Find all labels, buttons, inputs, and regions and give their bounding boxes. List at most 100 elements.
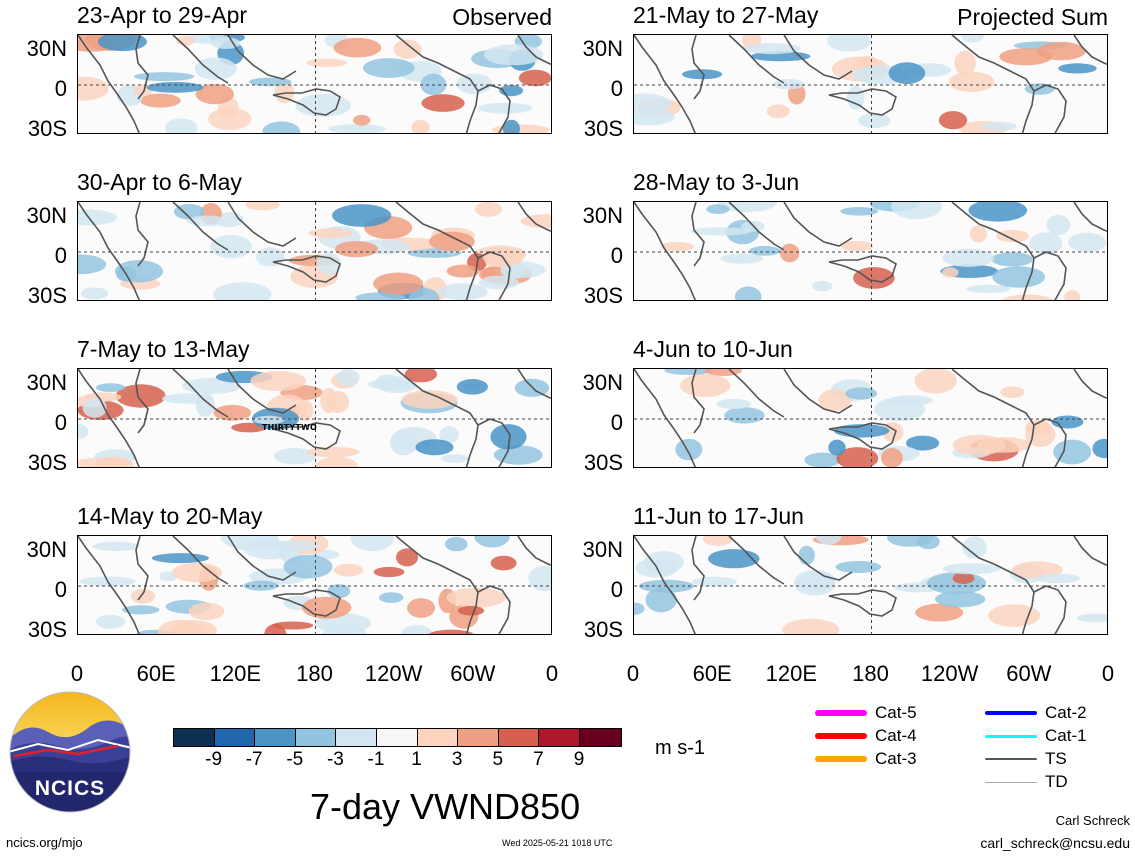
anomaly-contour bbox=[115, 384, 166, 408]
coastline bbox=[227, 369, 297, 414]
anomaly-contour bbox=[194, 57, 237, 80]
anomaly-contour bbox=[134, 72, 195, 82]
anomaly-map bbox=[633, 535, 1108, 635]
longitude-label: 120W bbox=[364, 661, 423, 686]
anomaly-contour bbox=[881, 448, 903, 467]
legend-swatch bbox=[815, 710, 867, 716]
colorbar-tick: -1 bbox=[367, 749, 385, 770]
latitude-label: 0 bbox=[610, 243, 623, 268]
map-canvas bbox=[634, 202, 1107, 300]
anomaly-contour bbox=[858, 113, 891, 128]
latitude-label: 30S bbox=[583, 450, 623, 475]
colorbar-swatch bbox=[579, 729, 621, 746]
coastline bbox=[78, 369, 141, 467]
latitude-label: 0 bbox=[54, 410, 67, 435]
coastline bbox=[395, 202, 479, 300]
longitude-label: 120W bbox=[920, 661, 979, 686]
anomaly-contour bbox=[818, 389, 852, 411]
coastline bbox=[272, 88, 341, 116]
anomaly-contour bbox=[991, 252, 1034, 267]
anomaly-map bbox=[633, 201, 1108, 301]
colorbar-swatch bbox=[214, 729, 256, 746]
latitude-label: 0 bbox=[54, 76, 67, 101]
latitude-label: 30N bbox=[582, 537, 623, 562]
coastline bbox=[227, 536, 297, 581]
coastline bbox=[1073, 536, 1107, 567]
anomaly-contour bbox=[78, 76, 109, 101]
anomaly-contour bbox=[130, 588, 156, 604]
anomaly-contour bbox=[954, 50, 976, 76]
anomaly-map bbox=[77, 34, 552, 134]
coastline bbox=[634, 202, 697, 300]
anomaly-contour bbox=[373, 272, 423, 295]
anomaly-contour bbox=[977, 437, 1031, 453]
coastline bbox=[78, 202, 141, 300]
anomaly-contour bbox=[664, 369, 713, 375]
anomaly-contour bbox=[332, 204, 392, 227]
anomaly-contour bbox=[78, 423, 89, 439]
anomaly-map: THIRTYTWO bbox=[77, 368, 552, 468]
anomaly-contour bbox=[720, 253, 764, 264]
latitude-label: 0 bbox=[610, 76, 623, 101]
coastline bbox=[517, 202, 551, 233]
anomaly-contour bbox=[273, 448, 316, 465]
anomaly-contour bbox=[887, 536, 934, 547]
coastline bbox=[395, 369, 479, 467]
legend-item: Cat-4 bbox=[815, 726, 917, 746]
map-canvas bbox=[634, 369, 1107, 467]
anomaly-contour bbox=[1035, 573, 1080, 584]
colorbar-tick: 7 bbox=[533, 749, 544, 770]
map-canvas bbox=[634, 35, 1107, 133]
anomaly-contour bbox=[271, 621, 314, 630]
coastline bbox=[634, 369, 697, 467]
anomaly-contour bbox=[213, 282, 272, 300]
map-canvas bbox=[78, 35, 551, 133]
anomaly-contour bbox=[457, 605, 485, 616]
anomaly-contour bbox=[401, 625, 433, 634]
coastline bbox=[517, 536, 551, 567]
anomaly-contour bbox=[906, 435, 940, 451]
anomaly-contour bbox=[780, 243, 800, 263]
latitude-label: 30N bbox=[582, 203, 623, 228]
anomaly-contour bbox=[634, 602, 645, 615]
anomaly-contour bbox=[941, 267, 959, 278]
anomaly-contour bbox=[248, 77, 292, 87]
coastline bbox=[828, 255, 897, 283]
figure-title: 7-day VWND850 bbox=[310, 786, 581, 827]
anomaly-contour bbox=[706, 204, 730, 214]
anomaly-map bbox=[633, 368, 1108, 468]
anomaly-contour bbox=[92, 541, 140, 551]
anomaly-contour bbox=[173, 204, 205, 220]
anomaly-contour bbox=[407, 598, 436, 618]
anomaly-contour bbox=[213, 404, 252, 421]
coastline bbox=[728, 202, 785, 251]
anomaly-contour bbox=[328, 124, 387, 133]
coastline bbox=[395, 536, 479, 634]
latitude-label: 30N bbox=[26, 36, 67, 61]
anomaly-contour bbox=[968, 202, 1028, 222]
longitude-label: 0 bbox=[545, 661, 559, 686]
panel-title: 30-Apr to 6-May bbox=[77, 169, 242, 195]
anomaly-contour bbox=[835, 561, 882, 573]
anomaly-contour bbox=[634, 93, 672, 114]
anomaly-contour bbox=[353, 114, 371, 126]
anomaly-contour bbox=[1046, 214, 1071, 235]
anomaly-contour bbox=[272, 540, 319, 551]
anomaly-contour bbox=[429, 231, 475, 252]
latitude-label: 0 bbox=[54, 243, 67, 268]
anomaly-contour bbox=[969, 225, 987, 243]
anomaly-contour bbox=[306, 58, 348, 67]
longitude-label: 0 bbox=[626, 661, 640, 686]
legend-swatch bbox=[985, 734, 1037, 738]
colorbar-tick: 1 bbox=[411, 749, 422, 770]
anomaly-contour bbox=[942, 563, 1001, 575]
anomaly-contour bbox=[804, 452, 841, 467]
coastline bbox=[728, 369, 785, 418]
coastline bbox=[783, 202, 853, 247]
coastline bbox=[634, 536, 697, 634]
anomaly-contour bbox=[744, 43, 801, 55]
anomaly-contour bbox=[97, 35, 147, 52]
coastline bbox=[1033, 251, 1067, 300]
colorbar bbox=[173, 728, 622, 747]
anomaly-contour bbox=[891, 202, 942, 220]
